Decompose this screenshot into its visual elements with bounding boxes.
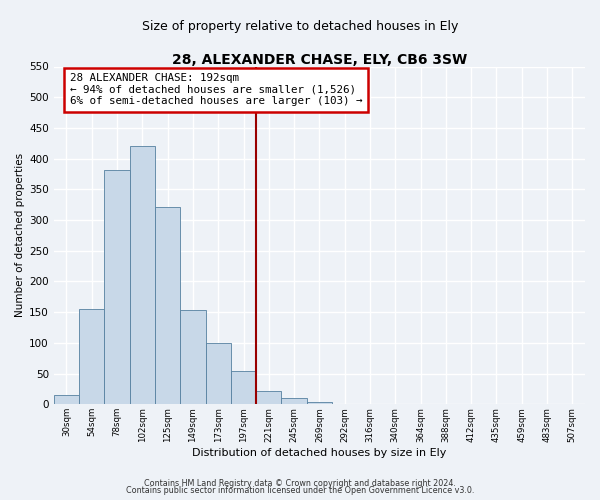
Bar: [231, 370, 256, 404]
Bar: [180, 310, 206, 404]
Bar: [307, 402, 332, 404]
Bar: [104, 170, 130, 404]
Bar: [130, 146, 155, 404]
Text: Size of property relative to detached houses in Ely: Size of property relative to detached ho…: [142, 20, 458, 33]
Bar: [206, 343, 231, 404]
Bar: [281, 398, 307, 404]
Bar: [54, 395, 79, 404]
Y-axis label: Number of detached properties: Number of detached properties: [15, 154, 25, 318]
Title: 28, ALEXANDER CHASE, ELY, CB6 3SW: 28, ALEXANDER CHASE, ELY, CB6 3SW: [172, 52, 467, 66]
Text: Contains HM Land Registry data © Crown copyright and database right 2024.: Contains HM Land Registry data © Crown c…: [144, 478, 456, 488]
X-axis label: Distribution of detached houses by size in Ely: Distribution of detached houses by size …: [192, 448, 446, 458]
Bar: [79, 309, 104, 404]
Bar: [155, 206, 180, 404]
Bar: [256, 391, 281, 404]
Text: Contains public sector information licensed under the Open Government Licence v3: Contains public sector information licen…: [126, 486, 474, 495]
Text: 28 ALEXANDER CHASE: 192sqm
← 94% of detached houses are smaller (1,526)
6% of se: 28 ALEXANDER CHASE: 192sqm ← 94% of deta…: [70, 74, 362, 106]
